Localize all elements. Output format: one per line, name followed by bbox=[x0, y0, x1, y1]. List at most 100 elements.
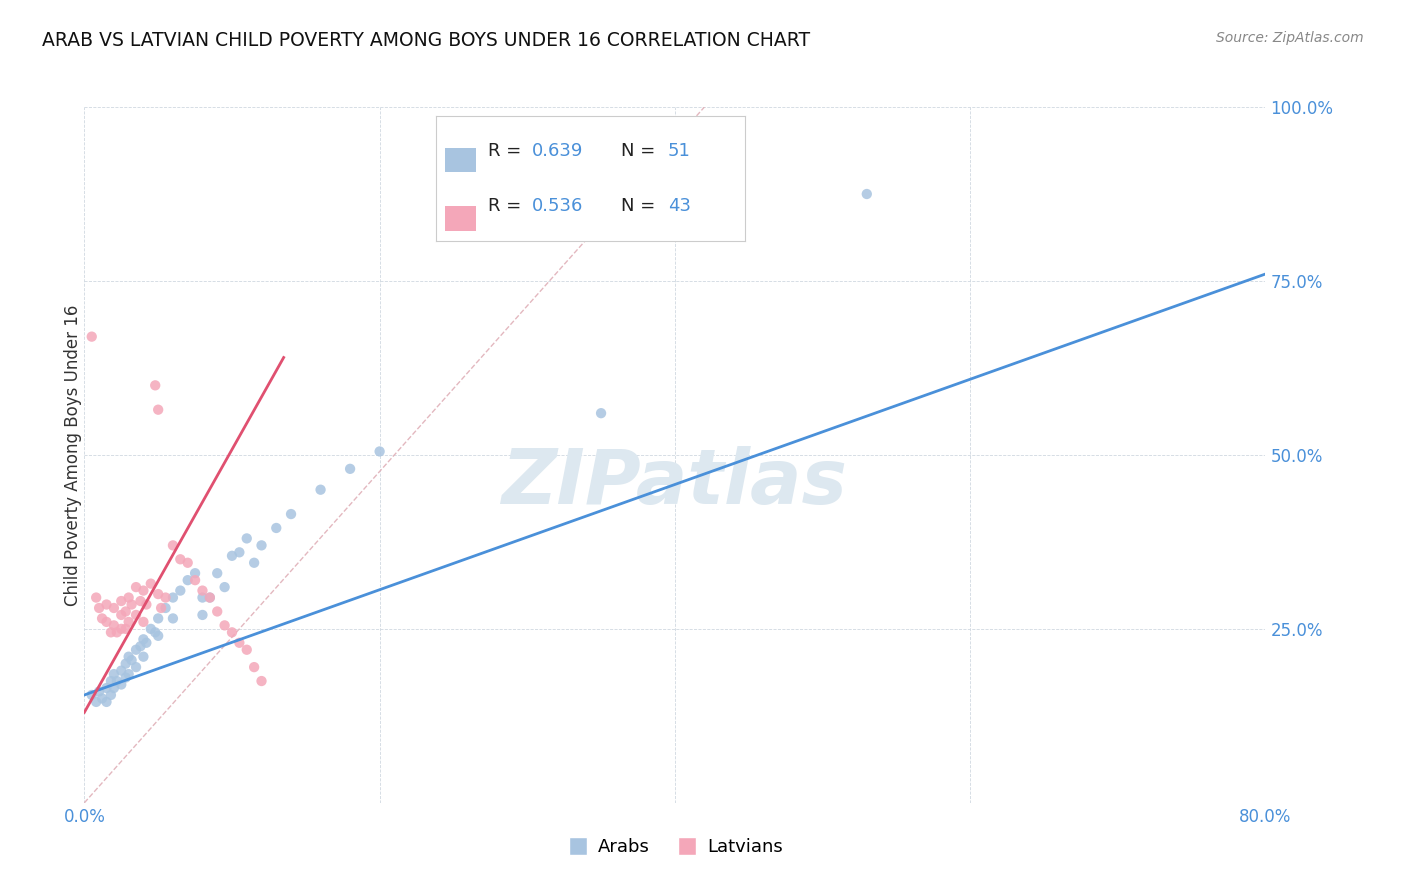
Point bbox=[132, 632, 155, 647]
Text: N =: N = bbox=[621, 197, 661, 215]
Point bbox=[114, 657, 136, 671]
Point bbox=[148, 629, 170, 643]
FancyBboxPatch shape bbox=[446, 207, 477, 231]
Point bbox=[110, 594, 132, 608]
Point bbox=[103, 681, 125, 695]
Point bbox=[221, 549, 243, 563]
Point bbox=[132, 583, 155, 598]
Text: Source: ZipAtlas.com: Source: ZipAtlas.com bbox=[1216, 31, 1364, 45]
Point bbox=[121, 598, 143, 612]
Point bbox=[264, 521, 288, 535]
Point bbox=[132, 615, 155, 629]
Point bbox=[205, 566, 228, 581]
Point bbox=[96, 695, 118, 709]
Point bbox=[96, 598, 118, 612]
Point bbox=[105, 674, 128, 689]
Point bbox=[214, 580, 236, 594]
Point bbox=[169, 583, 191, 598]
Point bbox=[191, 591, 214, 605]
Point bbox=[125, 660, 148, 674]
Point bbox=[118, 591, 141, 605]
Point bbox=[91, 691, 114, 706]
Point bbox=[118, 615, 141, 629]
Point bbox=[118, 667, 141, 681]
Point bbox=[110, 607, 132, 622]
Y-axis label: Child Poverty Among Boys Under 16: Child Poverty Among Boys Under 16 bbox=[65, 304, 82, 606]
Point bbox=[87, 601, 111, 615]
Point bbox=[105, 625, 128, 640]
Point bbox=[103, 601, 125, 615]
Point bbox=[96, 681, 118, 695]
Text: 0.639: 0.639 bbox=[531, 142, 583, 160]
Point bbox=[129, 594, 152, 608]
Point bbox=[235, 532, 259, 546]
Point bbox=[214, 618, 236, 632]
Point bbox=[205, 605, 228, 619]
Point bbox=[125, 607, 148, 622]
Point bbox=[110, 664, 132, 678]
Point bbox=[143, 625, 166, 640]
Point bbox=[139, 576, 162, 591]
Point bbox=[368, 444, 391, 458]
Point bbox=[135, 598, 157, 612]
Point bbox=[114, 671, 136, 685]
Text: 0.536: 0.536 bbox=[531, 197, 583, 215]
Point bbox=[228, 545, 250, 559]
Point bbox=[162, 591, 184, 605]
Point bbox=[198, 591, 221, 605]
Point bbox=[191, 583, 214, 598]
Point bbox=[162, 611, 184, 625]
Point bbox=[143, 378, 166, 392]
Point bbox=[91, 611, 114, 625]
Point bbox=[243, 660, 266, 674]
Point bbox=[96, 615, 118, 629]
Point bbox=[110, 622, 132, 636]
Point bbox=[150, 601, 173, 615]
Point bbox=[191, 607, 214, 622]
Point bbox=[87, 684, 111, 698]
FancyBboxPatch shape bbox=[446, 148, 477, 172]
Point bbox=[148, 402, 170, 417]
Point bbox=[177, 556, 200, 570]
Point bbox=[100, 674, 122, 689]
Text: 43: 43 bbox=[668, 197, 690, 215]
Point bbox=[169, 552, 191, 566]
Point bbox=[80, 329, 103, 343]
Point bbox=[148, 611, 170, 625]
Point bbox=[84, 695, 107, 709]
Point bbox=[129, 639, 152, 653]
Text: R =: R = bbox=[488, 197, 527, 215]
Point bbox=[855, 187, 877, 202]
Point bbox=[235, 642, 259, 657]
Point bbox=[84, 591, 107, 605]
Text: ZIPatlas: ZIPatlas bbox=[502, 446, 848, 520]
Point bbox=[162, 538, 184, 552]
Point bbox=[121, 653, 143, 667]
Point bbox=[591, 406, 613, 420]
Point bbox=[132, 649, 155, 664]
Point bbox=[114, 605, 136, 619]
Point bbox=[100, 625, 122, 640]
Text: R =: R = bbox=[488, 142, 527, 160]
Point bbox=[155, 601, 177, 615]
Text: 51: 51 bbox=[668, 142, 690, 160]
Point bbox=[177, 573, 200, 587]
Point bbox=[198, 591, 221, 605]
Point bbox=[228, 636, 250, 650]
Point bbox=[309, 483, 332, 497]
Point bbox=[80, 688, 103, 702]
Point bbox=[139, 622, 162, 636]
Point bbox=[135, 636, 157, 650]
Point bbox=[114, 622, 136, 636]
Point bbox=[221, 625, 243, 640]
Point bbox=[339, 462, 361, 476]
Point bbox=[110, 677, 132, 691]
Point bbox=[243, 556, 266, 570]
Point bbox=[100, 688, 122, 702]
Legend: Arabs, Latvians: Arabs, Latvians bbox=[560, 831, 790, 863]
Point bbox=[125, 642, 148, 657]
Text: N =: N = bbox=[621, 142, 661, 160]
Point bbox=[125, 580, 148, 594]
Point bbox=[148, 587, 170, 601]
Point bbox=[184, 566, 207, 581]
